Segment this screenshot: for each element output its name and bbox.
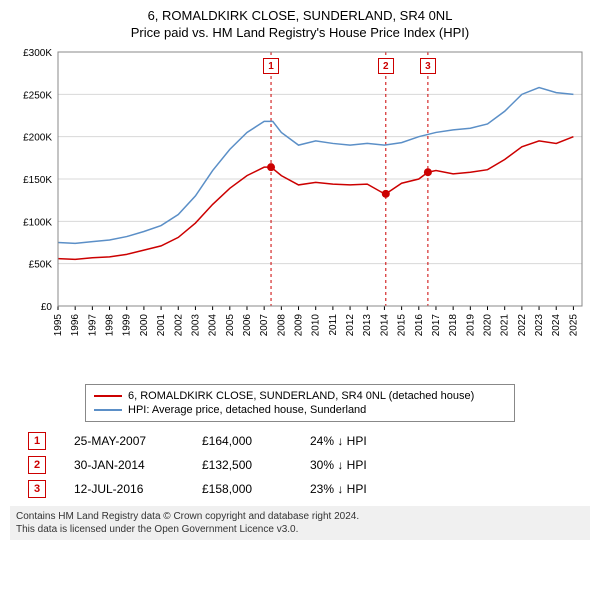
legend-item: HPI: Average price, detached house, Sund… <box>94 403 506 417</box>
attribution-footer: Contains HM Land Registry data © Crown c… <box>10 506 590 540</box>
chart-container: 6, ROMALDKIRK CLOSE, SUNDERLAND, SR4 0NL… <box>0 0 600 546</box>
legend-swatch <box>94 395 122 397</box>
table-row: 2 30-JAN-2014 £132,500 30% ↓ HPI <box>28 456 590 474</box>
svg-text:2016: 2016 <box>414 314 425 337</box>
point-badge: 2 <box>28 456 46 474</box>
footer-line: This data is licensed under the Open Gov… <box>16 523 584 536</box>
legend: 6, ROMALDKIRK CLOSE, SUNDERLAND, SR4 0NL… <box>85 384 515 422</box>
svg-text:2004: 2004 <box>208 314 219 337</box>
svg-text:2001: 2001 <box>156 314 167 337</box>
svg-text:£100K: £100K <box>23 217 52 228</box>
svg-text:2013: 2013 <box>362 314 373 337</box>
title-block: 6, ROMALDKIRK CLOSE, SUNDERLAND, SR4 0NL… <box>10 8 590 40</box>
table-row: 3 12-JUL-2016 £158,000 23% ↓ HPI <box>28 480 590 498</box>
svg-text:1999: 1999 <box>122 314 133 337</box>
svg-text:2000: 2000 <box>139 314 150 337</box>
legend-label: HPI: Average price, detached house, Sund… <box>128 404 366 416</box>
svg-text:2023: 2023 <box>534 314 545 337</box>
chart-area: £0 £50K £100K £150K £200K £250K £300K 1995 1996 1… <box>10 46 590 376</box>
point-badge: 3 <box>28 480 46 498</box>
table-row: 1 25-MAY-2007 £164,000 24% ↓ HPI <box>28 432 590 450</box>
svg-text:2025: 2025 <box>568 314 579 337</box>
chart-title: 6, ROMALDKIRK CLOSE, SUNDERLAND, SR4 0NL <box>10 8 590 23</box>
svg-text:2012: 2012 <box>345 314 356 337</box>
point-delta: 23% ↓ HPI <box>310 482 400 496</box>
svg-text:£200K: £200K <box>23 133 52 144</box>
legend-swatch <box>94 409 122 411</box>
point-date: 12-JUL-2016 <box>74 482 174 496</box>
point-delta: 30% ↓ HPI <box>310 458 400 472</box>
svg-text:2003: 2003 <box>190 314 201 337</box>
svg-text:2015: 2015 <box>397 314 408 337</box>
svg-text:£250K: £250K <box>23 90 52 101</box>
svg-text:2002: 2002 <box>173 314 184 337</box>
svg-text:£300K: £300K <box>23 48 52 59</box>
point-delta: 24% ↓ HPI <box>310 434 400 448</box>
chart-marker-badge: 1 <box>263 58 279 74</box>
point-badge: 1 <box>28 432 46 450</box>
svg-text:1996: 1996 <box>70 314 81 337</box>
svg-text:2018: 2018 <box>448 314 459 337</box>
svg-text:2014: 2014 <box>379 314 390 337</box>
svg-text:1995: 1995 <box>53 314 64 337</box>
svg-text:2008: 2008 <box>276 314 287 337</box>
svg-text:2011: 2011 <box>328 314 339 336</box>
line-chart-svg: £0 £50K £100K £150K £200K £250K £300K 1995 1996 1… <box>10 46 590 376</box>
footer-line: Contains HM Land Registry data © Crown c… <box>16 510 584 523</box>
svg-text:2009: 2009 <box>294 314 305 337</box>
point-price: £158,000 <box>202 482 282 496</box>
svg-text:1997: 1997 <box>87 314 98 337</box>
svg-text:2010: 2010 <box>311 314 322 337</box>
svg-text:£150K: £150K <box>23 175 52 186</box>
chart-marker-badge: 3 <box>420 58 436 74</box>
chart-marker-badge: 2 <box>378 58 394 74</box>
point-price: £132,500 <box>202 458 282 472</box>
legend-label: 6, ROMALDKIRK CLOSE, SUNDERLAND, SR4 0NL… <box>128 390 474 402</box>
legend-item: 6, ROMALDKIRK CLOSE, SUNDERLAND, SR4 0NL… <box>94 389 506 403</box>
svg-text:2017: 2017 <box>431 314 442 337</box>
svg-text:2005: 2005 <box>225 314 236 337</box>
svg-text:1998: 1998 <box>105 314 116 337</box>
svg-text:2020: 2020 <box>483 314 494 337</box>
sale-points-table: 1 25-MAY-2007 £164,000 24% ↓ HPI 2 30-JA… <box>28 432 590 498</box>
svg-text:2019: 2019 <box>465 314 476 337</box>
svg-text:£50K: £50K <box>29 260 53 271</box>
point-date: 30-JAN-2014 <box>74 458 174 472</box>
svg-text:2021: 2021 <box>500 314 511 337</box>
point-price: £164,000 <box>202 434 282 448</box>
svg-text:2006: 2006 <box>242 314 253 337</box>
svg-text:2022: 2022 <box>517 314 528 337</box>
svg-text:£0: £0 <box>41 302 53 313</box>
svg-text:2007: 2007 <box>259 314 270 337</box>
point-date: 25-MAY-2007 <box>74 434 174 448</box>
svg-text:2024: 2024 <box>551 314 562 337</box>
chart-subtitle: Price paid vs. HM Land Registry's House … <box>10 25 590 40</box>
